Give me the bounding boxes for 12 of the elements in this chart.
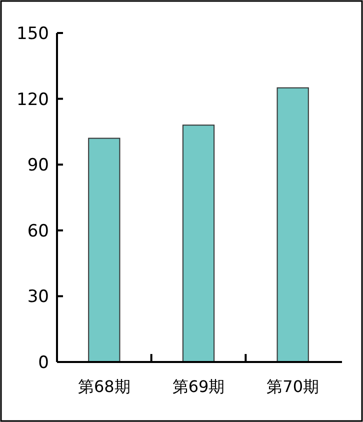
x-tick-label: 第69期 <box>172 377 225 396</box>
y-tick-label: 120 <box>16 90 49 110</box>
y-tick-label: 0 <box>38 353 49 373</box>
y-tick-label: 30 <box>27 287 49 308</box>
bar <box>182 124 215 362</box>
bar <box>276 87 309 362</box>
y-tick-label: 60 <box>27 221 49 242</box>
y-tick-label: 150 <box>16 24 49 44</box>
bar <box>88 138 120 362</box>
y-tick-label: 90 <box>27 156 49 176</box>
x-tick-label: 第68期 <box>78 377 130 396</box>
x-tick-label: 第70期 <box>266 377 320 396</box>
